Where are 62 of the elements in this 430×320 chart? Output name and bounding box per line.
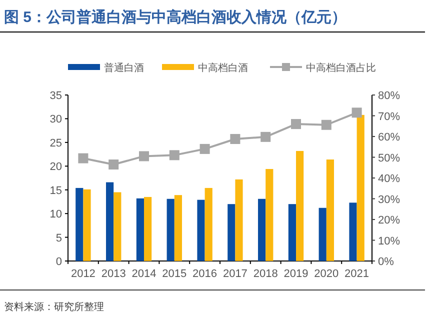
bar bbox=[266, 168, 274, 261]
y2-tick-label: 20% bbox=[378, 214, 400, 226]
y-tick-label: 0 bbox=[56, 256, 62, 268]
y2-tick-label: 60% bbox=[378, 132, 400, 144]
legend-label: 中高档白酒占比 bbox=[306, 62, 376, 74]
point bbox=[169, 150, 180, 160]
y-tick-label: 35 bbox=[50, 90, 62, 102]
x-tick-label: 2018 bbox=[253, 268, 278, 280]
x-tick-label: 2021 bbox=[344, 268, 370, 280]
y2-tick-label: 80% bbox=[378, 90, 400, 102]
y2-tick-label: 50% bbox=[378, 152, 400, 164]
chart-title: 图 5：公司普通白酒与中高档白酒收入情况（亿元） bbox=[4, 8, 347, 26]
bar bbox=[106, 182, 114, 261]
y2-tick-label: 70% bbox=[378, 110, 400, 123]
x-tick-label: 2014 bbox=[132, 268, 156, 280]
bar bbox=[76, 188, 84, 261]
point bbox=[200, 144, 210, 154]
y-tick-label: 10 bbox=[50, 208, 62, 221]
y2-tick-label: 30% bbox=[378, 194, 400, 206]
bar bbox=[356, 114, 364, 261]
point bbox=[260, 132, 271, 142]
y-tick-label: 20 bbox=[50, 161, 62, 174]
x-tick-label: 2017 bbox=[222, 268, 248, 280]
point bbox=[321, 120, 332, 130]
x-tick-label: 2016 bbox=[192, 268, 218, 280]
x-tick-label: 2013 bbox=[101, 268, 126, 280]
y2-tick-label: 10% bbox=[378, 235, 400, 248]
bar bbox=[228, 204, 236, 261]
bar bbox=[288, 204, 296, 261]
bar bbox=[296, 150, 304, 261]
point bbox=[352, 108, 362, 118]
y-tick-label: 15 bbox=[50, 184, 62, 197]
x-tick-label: 2019 bbox=[284, 268, 308, 280]
bar bbox=[166, 198, 174, 261]
y2-tick-label: 0% bbox=[378, 256, 394, 268]
point bbox=[230, 134, 240, 144]
text: 资料来源：研究所整理 bbox=[4, 301, 104, 313]
y-tick-label: 30 bbox=[50, 114, 62, 126]
bar bbox=[258, 198, 266, 261]
bar bbox=[136, 198, 144, 261]
bar bbox=[204, 188, 212, 261]
point bbox=[291, 119, 301, 130]
y-tick-label: 25 bbox=[50, 137, 62, 150]
bar bbox=[318, 208, 326, 261]
y-tick-label: 5 bbox=[56, 232, 62, 244]
bar bbox=[114, 192, 122, 261]
x-tick-label: 2015 bbox=[162, 268, 187, 280]
point bbox=[108, 160, 119, 170]
bar bbox=[235, 179, 243, 261]
point bbox=[139, 151, 149, 162]
bar bbox=[349, 202, 357, 261]
bar bbox=[144, 196, 152, 261]
bar bbox=[83, 189, 91, 261]
bar bbox=[326, 160, 334, 261]
x-tick-label: 2012 bbox=[70, 268, 96, 280]
legend-label: 中高档白酒 bbox=[198, 62, 248, 74]
bar bbox=[197, 200, 205, 261]
point bbox=[78, 153, 88, 164]
bar bbox=[174, 195, 182, 261]
x-tick-label: 2020 bbox=[314, 268, 339, 280]
y2-tick-label: 40% bbox=[378, 173, 400, 185]
legend-label: 普通白酒 bbox=[104, 62, 144, 74]
